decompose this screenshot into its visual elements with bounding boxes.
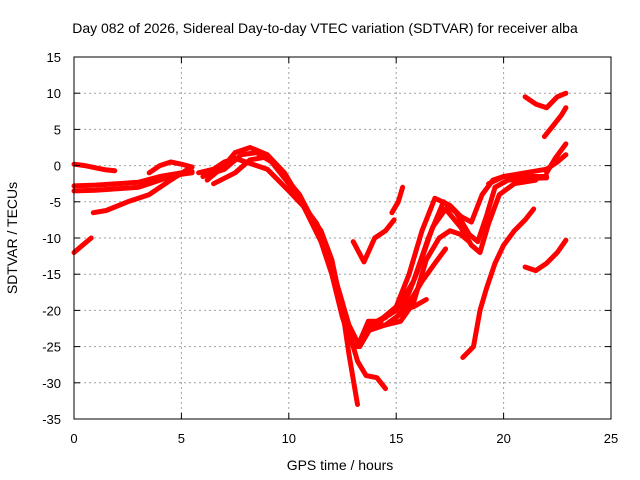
ticks: 0 5 10 15 20 25 -35 -30 -25 -20 -15 -10 -5 0 5 10 15 bbox=[42, 50, 618, 446]
series-line-5 bbox=[146, 159, 195, 176]
y-tick-label: -35 bbox=[42, 412, 61, 427]
series-line-0 bbox=[71, 235, 94, 255]
series-line-23 bbox=[544, 141, 569, 176]
y-tick-label: 5 bbox=[54, 122, 61, 137]
series-line-15 bbox=[383, 177, 539, 328]
y-tick-label: -20 bbox=[42, 303, 61, 318]
grid bbox=[74, 57, 611, 419]
x-tick-label: 0 bbox=[70, 431, 77, 446]
y-tick-label: -25 bbox=[42, 340, 61, 355]
series-line-10 bbox=[350, 217, 397, 265]
x-tick-label: 25 bbox=[604, 431, 618, 446]
x-tick-label: 10 bbox=[282, 431, 296, 446]
series-line-18 bbox=[460, 206, 537, 360]
y-tick-label: -5 bbox=[49, 195, 61, 210]
series-line-22 bbox=[541, 105, 569, 140]
series-layer bbox=[71, 90, 569, 407]
series-line-19 bbox=[486, 152, 569, 187]
y-axis-label: SDTVAR / TECUs bbox=[4, 182, 20, 294]
chart-title: Day 082 of 2026, Sidereal Day-to-day VTE… bbox=[72, 20, 578, 36]
series-line-21 bbox=[522, 90, 569, 111]
series-line-20 bbox=[522, 237, 569, 274]
y-tick-label: -15 bbox=[42, 267, 61, 282]
series-line-17 bbox=[400, 297, 429, 313]
y-tick-label: -10 bbox=[42, 231, 61, 246]
x-tick-label: 15 bbox=[389, 431, 403, 446]
x-axis-label: GPS time / hours bbox=[287, 457, 394, 473]
series-line-4 bbox=[90, 166, 191, 216]
series-line-1 bbox=[71, 161, 118, 174]
y-tick-label: 10 bbox=[47, 86, 61, 101]
x-tick-label: 5 bbox=[178, 431, 185, 446]
series-line-9 bbox=[211, 154, 384, 350]
y-tick-label: -30 bbox=[42, 376, 61, 391]
series-line-6 bbox=[196, 155, 388, 392]
x-tick-label: 20 bbox=[496, 431, 510, 446]
series-line-11 bbox=[389, 184, 406, 216]
y-tick-label: 15 bbox=[47, 50, 61, 65]
y-tick-label: 0 bbox=[54, 159, 61, 174]
